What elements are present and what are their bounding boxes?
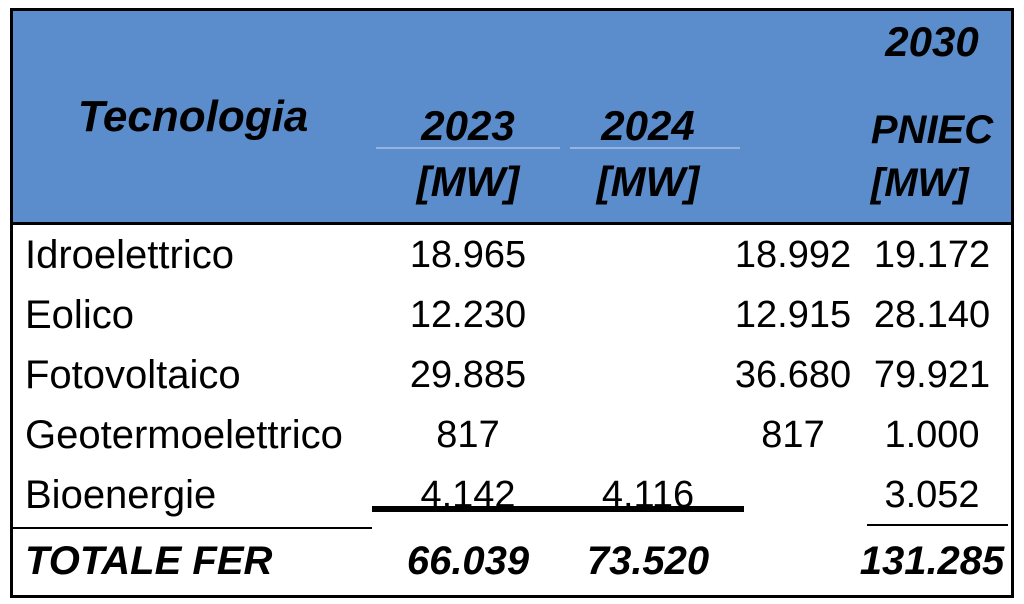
sum-underline-left: [13, 527, 372, 529]
sum-underline-thick: [372, 506, 744, 512]
total-2030: 131.285: [859, 538, 1005, 583]
table-row-eolico: Eolico 12.230 12.915 28.140: [13, 285, 1011, 345]
header-2023-divider: [376, 147, 560, 149]
header-col-spacer: [733, 11, 853, 222]
table-header: Tecnologia 2023 [MW] 2024 [MW] 2030 PNIE…: [13, 11, 1011, 225]
header-2023-unit: [MW]: [416, 158, 520, 205]
header-col-2023: 2023 [MW]: [373, 11, 563, 222]
header-2030-year: 2030: [885, 18, 979, 65]
table-row-geotermoelettrico: Geotermoelettrico 817 817 1.000: [13, 405, 1011, 465]
sum-underline-right: [867, 524, 1008, 526]
tech-label: Bioenergie: [25, 472, 217, 517]
value-2024: 817: [761, 413, 825, 456]
header-2030-subblock: PNIEC [MW]: [871, 104, 993, 210]
value-2023: 29.885: [409, 353, 527, 396]
value-2023: 12.230: [409, 293, 527, 336]
total-2023: 66.039: [406, 538, 530, 583]
value-2024: 18.992: [734, 233, 852, 276]
value-2024: 12.915: [734, 293, 852, 336]
value-2030: 3.052: [884, 473, 980, 516]
header-2030-pniec: PNIEC: [870, 108, 994, 152]
header-col-2024: 2024 [MW]: [563, 11, 733, 222]
header-2024-unit: [MW]: [596, 158, 700, 205]
value-2023: 18.965: [409, 233, 527, 276]
header-tecnologia-label: Tecnologia: [77, 91, 309, 141]
header-col-2030: 2030 PNIEC [MW]: [853, 11, 1011, 222]
value-2030: 1.000: [884, 413, 980, 456]
table-row-bioenergie: Bioenergie 4.142 4.116 3.052: [13, 465, 1011, 525]
value-2030: 28.140: [873, 293, 991, 336]
table-row-fotovoltaico: Fotovoltaico 29.885 36.680 79.921: [13, 345, 1011, 405]
value-2024: 36.680: [734, 353, 852, 396]
table-row-idroelettrico: Idroelettrico 18.965 18.992 19.172: [13, 225, 1011, 285]
value-2023: 817: [436, 413, 500, 456]
header-2024-divider: [570, 147, 740, 149]
total-2024: 73.520: [586, 538, 710, 583]
tech-label: Fotovoltaico: [25, 352, 241, 397]
value-2030: 79.921: [873, 353, 991, 396]
header-col-tecnologia: Tecnologia: [13, 11, 373, 222]
total-label: TOTALE FER: [25, 538, 273, 583]
tech-label: Geotermoelettrico: [25, 412, 343, 457]
header-2030-unit: [MW]: [870, 161, 969, 205]
header-2023-year: 2023: [421, 102, 515, 149]
table-row-totale-fer: TOTALE FER 66.039 73.520 131.285: [13, 531, 1011, 591]
value-2030: 19.172: [873, 233, 991, 276]
tech-label: Eolico: [25, 292, 134, 337]
tech-label: Idroelettrico: [25, 232, 234, 277]
header-2024-year: 2024: [601, 102, 695, 149]
capacity-table: Tecnologia 2023 [MW] 2024 [MW] 2030 PNIE…: [10, 8, 1014, 598]
